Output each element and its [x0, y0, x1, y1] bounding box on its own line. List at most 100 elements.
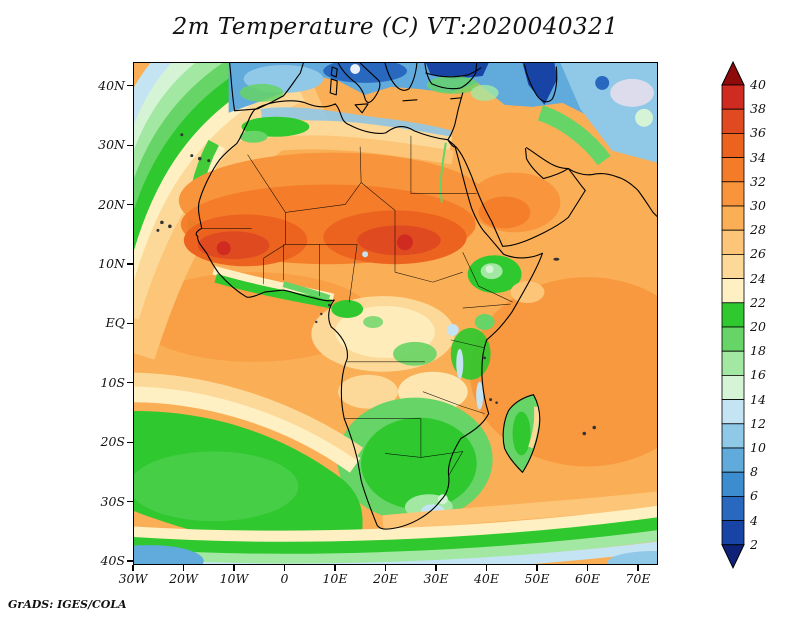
colorbar-segment [721, 471, 745, 497]
lat-tick-label: 20N [98, 196, 125, 212]
turkey-levant-coastline [424, 63, 482, 141]
lon-tick-label: 0 [280, 571, 289, 586]
lon-tick-label: 50E [524, 571, 550, 586]
lat-tickmark [127, 441, 133, 443]
colorbar-tick-label: 16 [750, 367, 766, 383]
plot-title: 2m Temperature (C) VT:2020040321 [172, 14, 619, 40]
lat-tick-label: 20S [100, 434, 125, 450]
lat-tick-label: 30N [98, 137, 125, 153]
lat-tickmark [127, 263, 133, 265]
colorbar-svg [721, 60, 745, 569]
lat-tickmark [127, 322, 133, 324]
colorbar-segment [721, 374, 745, 400]
colorbar-tick-label: 34 [750, 149, 766, 165]
colorbar-segment [721, 520, 745, 546]
lat-tick-label: 10N [98, 256, 125, 271]
arabia-coastline [447, 139, 586, 247]
colorbar-segment [721, 84, 745, 110]
lon-tick-label: 30E [423, 571, 449, 586]
lon-tick-label: 10W [219, 571, 249, 586]
colorbar-segment [721, 229, 745, 255]
map-frame [133, 62, 658, 565]
colorbar-segment [721, 495, 745, 521]
colorbar-segment [721, 133, 745, 159]
colorbar-segment [721, 447, 745, 473]
coastlines [195, 63, 657, 530]
colorbar [718, 60, 748, 575]
lon-tickmark [233, 565, 235, 571]
lon-tick-label: 70E [625, 571, 651, 586]
colorbar-tick-label: 30 [750, 198, 766, 213]
colorbar-tick-label: 40 [750, 77, 766, 92]
lon-tickmark [283, 565, 286, 571]
colorbar-segment [721, 350, 745, 376]
colorbar-arrow-top [721, 60, 745, 86]
lon-tickmark [132, 565, 134, 571]
island-specks [156, 133, 597, 436]
madagascar-coastline [502, 394, 541, 473]
temperature-field [134, 63, 657, 564]
lon-tick-label: 30W [118, 571, 148, 586]
attribution: GrADS: IGES/COLA [8, 598, 127, 611]
colorbar-segment [721, 108, 745, 134]
lat-tickmark [127, 204, 133, 206]
colorbar-tick-label: 38 [750, 101, 766, 117]
colorbar-tick-label: 12 [750, 415, 766, 431]
colorbar-segment [721, 205, 745, 231]
iberia-coastline [229, 63, 304, 112]
lon-tickmark [435, 565, 437, 571]
lon-tickmark [586, 565, 589, 571]
colorbar-tick-label: 18 [750, 343, 766, 359]
colorbar-segment [721, 157, 745, 183]
italy-coastline [329, 63, 381, 114]
colorbar-tick-label: 24 [750, 270, 766, 286]
colorbar-tick-label: 32 [750, 173, 766, 189]
colorbar-tick-label: 8 [750, 464, 758, 480]
colorbar-tick-label: 36 [750, 125, 766, 141]
colorbar-segment [721, 181, 745, 207]
country-borders [201, 135, 513, 476]
colorbar-tick-label: 14 [750, 391, 766, 407]
colorbar-segment [721, 278, 745, 304]
lat-tick-label: 10S [100, 374, 125, 390]
colorbar-tick-label: 4 [750, 512, 758, 528]
colorbar-tick-label: 20 [750, 319, 766, 334]
lat-tickmark [127, 85, 133, 87]
caspian-coastline [523, 64, 558, 103]
lat-tick-label: EQ [105, 315, 125, 331]
lon-tickmark [485, 565, 488, 571]
lon-tick-label: 40E [473, 571, 500, 586]
colorbar-tick-label: 22 [750, 294, 766, 310]
colorbar-tick-label: 10 [750, 440, 766, 455]
colorbar-segment [721, 302, 745, 328]
lat-tickmark [127, 382, 133, 384]
colorbar-segment [721, 399, 745, 425]
lat-tickmark [127, 560, 133, 562]
colorbar-tick-label: 28 [750, 222, 766, 238]
lon-tickmark [536, 565, 538, 571]
colorbar-tick-label: 26 [750, 246, 766, 262]
colorbar-segment [721, 253, 745, 279]
lon-tickmark [182, 565, 185, 571]
colorbar-segment [721, 326, 745, 352]
colorbar-arrow-bottom [721, 544, 745, 569]
lon-tick-label: 60E [574, 571, 601, 586]
lon-tick-label: 20W [169, 571, 198, 586]
iran-india-coastline [525, 147, 657, 217]
lat-tickmark [127, 501, 133, 503]
lat-tick-label: 30S [100, 493, 125, 509]
temperature-field-map [134, 63, 657, 564]
lon-tickmark [334, 565, 336, 571]
lon-tick-label: 20E [372, 571, 399, 586]
greece-coastline [384, 63, 418, 102]
lon-tickmark [637, 565, 639, 571]
lat-tick-label: 40S [100, 553, 125, 568]
lat-tickmark [127, 144, 133, 146]
colorbar-segment [721, 423, 745, 449]
lat-tick-label: 40N [98, 77, 125, 93]
lon-tick-label: 10E [322, 571, 348, 586]
colorbar-tick-label: 2 [750, 536, 758, 552]
lon-tickmark [384, 565, 387, 571]
colorbar-tick-label: 6 [750, 488, 758, 504]
